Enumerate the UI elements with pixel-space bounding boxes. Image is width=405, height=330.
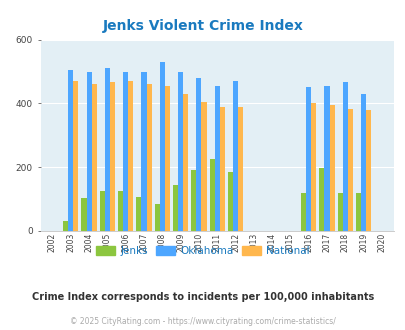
Bar [209, 159, 214, 231]
Bar [110, 82, 115, 231]
Bar [365, 110, 371, 231]
Bar [324, 86, 329, 231]
Legend: Jenks, Oklahoma, National: Jenks, Oklahoma, National [92, 242, 313, 260]
Bar [136, 197, 141, 231]
Bar [100, 191, 104, 231]
Bar [154, 204, 159, 231]
Bar [81, 197, 86, 231]
Bar [73, 81, 78, 231]
Bar [337, 193, 342, 231]
Bar [178, 72, 183, 231]
Bar [360, 94, 365, 231]
Bar [347, 109, 352, 231]
Bar [219, 107, 224, 231]
Bar [319, 168, 324, 231]
Bar [300, 193, 305, 231]
Bar [355, 193, 360, 231]
Bar [305, 87, 311, 231]
Bar [311, 103, 315, 231]
Bar [201, 102, 206, 231]
Bar [128, 81, 133, 231]
Bar [214, 86, 219, 231]
Bar [164, 86, 170, 231]
Bar [232, 81, 237, 231]
Bar [118, 191, 123, 231]
Bar [104, 68, 110, 231]
Bar [159, 62, 164, 231]
Text: © 2025 CityRating.com - https://www.cityrating.com/crime-statistics/: © 2025 CityRating.com - https://www.city… [70, 317, 335, 326]
Bar [183, 94, 188, 231]
Bar [237, 107, 243, 231]
Bar [92, 84, 96, 231]
Text: Crime Index corresponds to incidents per 100,000 inhabitants: Crime Index corresponds to incidents per… [32, 292, 373, 302]
Bar [146, 83, 151, 231]
Bar [173, 185, 178, 231]
Bar [68, 70, 73, 231]
Bar [227, 172, 232, 231]
Bar [191, 170, 196, 231]
Bar [123, 72, 128, 231]
Bar [141, 72, 146, 231]
Bar [329, 105, 334, 231]
Text: Jenks Violent Crime Index: Jenks Violent Crime Index [102, 19, 303, 33]
Bar [196, 78, 201, 231]
Bar [63, 221, 68, 231]
Bar [86, 72, 92, 231]
Bar [342, 82, 347, 231]
